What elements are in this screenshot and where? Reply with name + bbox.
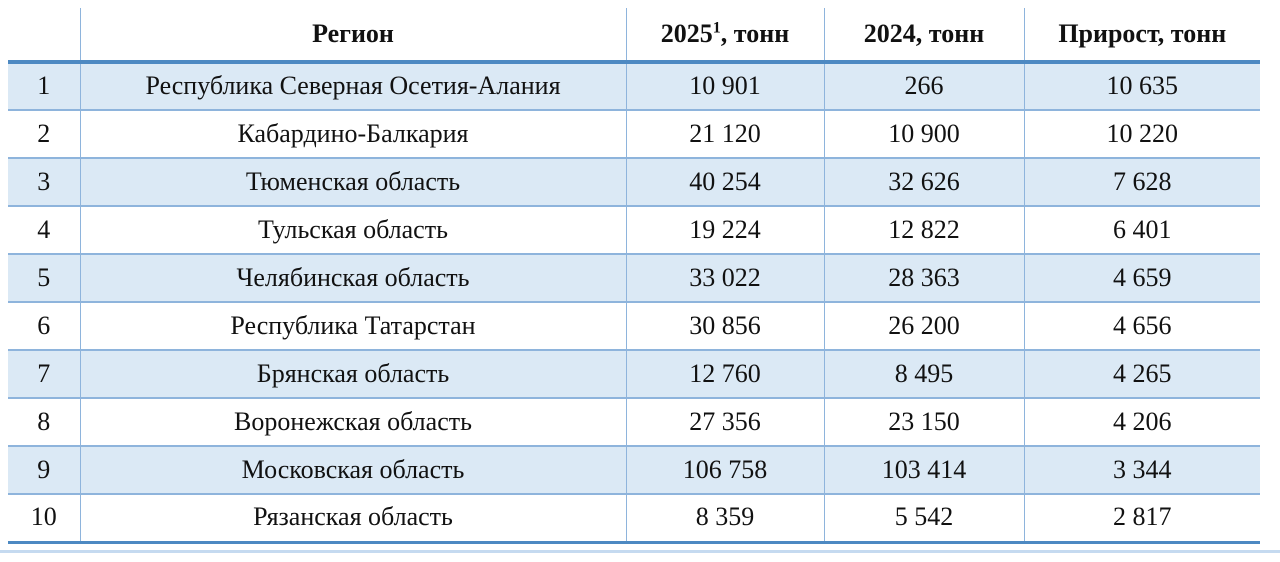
cell-rank: 5: [8, 253, 81, 303]
cell-2025: 27 356: [625, 397, 825, 447]
table-row: 1 Республика Северная Осетия-Алания 10 9…: [8, 61, 1260, 111]
cell-2024: 5 542: [823, 493, 1025, 544]
cell-rank: 10: [8, 493, 81, 544]
cell-2025: 12 760: [625, 349, 825, 399]
bottom-divider: [0, 550, 1280, 553]
col-header-delta: Прирост, тонн: [1023, 8, 1260, 64]
cell-delta: 4 656: [1023, 301, 1260, 351]
header-2025-footnote-marker: 1: [712, 19, 721, 37]
cell-2024: 23 150: [823, 397, 1025, 447]
cell-rank: 8: [8, 397, 81, 447]
cell-region: Тульская область: [79, 205, 627, 255]
cell-rank: 2: [8, 109, 81, 159]
cell-delta: 6 401: [1023, 205, 1260, 255]
cell-rank: 1: [8, 61, 81, 111]
cell-delta: 3 344: [1023, 445, 1260, 495]
cell-2025: 106 758: [625, 445, 825, 495]
cell-region: Республика Северная Осетия-Алания: [79, 61, 627, 111]
cell-2025: 8 359: [625, 493, 825, 544]
cell-delta: 10 220: [1023, 109, 1260, 159]
cell-2025: 30 856: [625, 301, 825, 351]
col-header-rank: [8, 8, 81, 64]
cell-rank: 6: [8, 301, 81, 351]
cell-region: Московская область: [79, 445, 627, 495]
col-header-2024: 2024, тонн: [823, 8, 1025, 64]
table-row: 10 Рязанская область 8 359 5 542 2 817: [8, 493, 1260, 544]
regions-table: Регион 20251, тонн 2024, тонн Прирост, т…: [8, 8, 1260, 544]
cell-delta: 7 628: [1023, 157, 1260, 207]
cell-2024: 10 900: [823, 109, 1025, 159]
table-row: 6 Республика Татарстан 30 856 26 200 4 6…: [8, 301, 1260, 351]
cell-2025: 40 254: [625, 157, 825, 207]
cell-region: Рязанская область: [79, 493, 627, 544]
cell-2024: 8 495: [823, 349, 1025, 399]
table-header: Регион 20251, тонн 2024, тонн Прирост, т…: [8, 8, 1260, 64]
cell-delta: 2 817: [1023, 493, 1260, 544]
cell-2024: 28 363: [823, 253, 1025, 303]
table-row: 4 Тульская область 19 224 12 822 6 401: [8, 205, 1260, 255]
table-row: 9 Московская область 106 758 103 414 3 3…: [8, 445, 1260, 495]
header-2025-base: 2025: [660, 18, 713, 48]
cell-delta: 4 265: [1023, 349, 1260, 399]
cell-2024: 266: [823, 61, 1025, 111]
table-row: 3 Тюменская область 40 254 32 626 7 628: [8, 157, 1260, 207]
cell-2024: 26 200: [823, 301, 1025, 351]
cell-region: Челябинская область: [79, 253, 627, 303]
cell-2025: 33 022: [625, 253, 825, 303]
cell-rank: 4: [8, 205, 81, 255]
cell-rank: 7: [8, 349, 81, 399]
cell-2025: 10 901: [625, 61, 825, 111]
col-header-region: Регион: [79, 8, 627, 64]
header-2025-suffix: , тонн: [720, 18, 790, 48]
table-row: 8 Воронежская область 27 356 23 150 4 20…: [8, 397, 1260, 447]
cell-2024: 32 626: [823, 157, 1025, 207]
cell-region: Кабардино-Балкария: [79, 109, 627, 159]
cell-2025: 21 120: [625, 109, 825, 159]
cell-region: Тюменская область: [79, 157, 627, 207]
cell-delta: 4 206: [1023, 397, 1260, 447]
cell-2024: 103 414: [823, 445, 1025, 495]
cell-2024: 12 822: [823, 205, 1025, 255]
cell-region: Воронежская область: [79, 397, 627, 447]
cell-2025: 19 224: [625, 205, 825, 255]
cell-region: Республика Татарстан: [79, 301, 627, 351]
table-row: 7 Брянская область 12 760 8 495 4 265: [8, 349, 1260, 399]
col-header-2025: 20251, тонн: [625, 8, 825, 64]
table-row: 2 Кабардино-Балкария 21 120 10 900 10 22…: [8, 109, 1260, 159]
header-row: Регион 20251, тонн 2024, тонн Прирост, т…: [8, 8, 1260, 64]
cell-rank: 9: [8, 445, 81, 495]
table-row: 5 Челябинская область 33 022 28 363 4 65…: [8, 253, 1260, 303]
cell-delta: 4 659: [1023, 253, 1260, 303]
cell-rank: 3: [8, 157, 81, 207]
cell-delta: 10 635: [1023, 61, 1260, 111]
table-body: 1 Республика Северная Осетия-Алания 10 9…: [8, 61, 1260, 544]
cell-region: Брянская область: [79, 349, 627, 399]
